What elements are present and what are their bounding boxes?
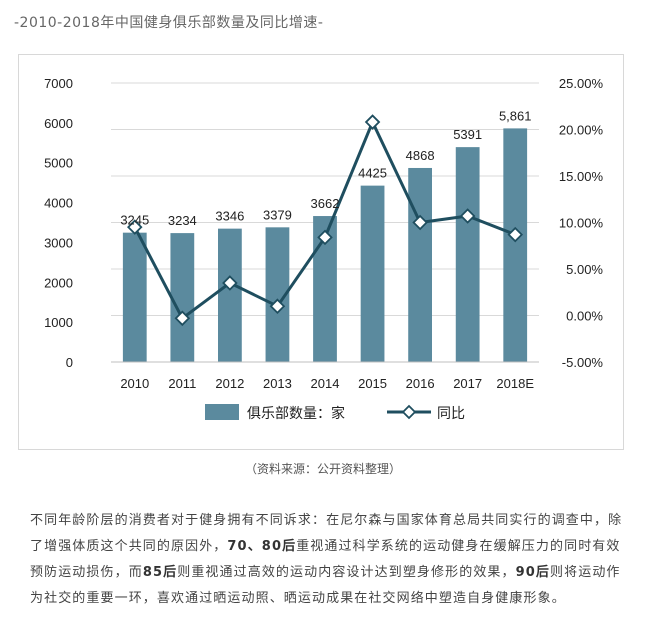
paragraph-bold-1: 70、80后 <box>227 539 297 554</box>
bar-data-label: 3662 <box>311 196 340 211</box>
bar <box>265 227 290 362</box>
y-right-tick-label: 5.00% <box>566 262 603 277</box>
paragraph-text-2: 重视通过科学系统的运动健身在缓解压力的同时有效预防运动损伤，而 <box>30 539 621 580</box>
growth-point <box>127 219 143 235</box>
x-tick-label: 2014 <box>311 376 340 391</box>
bar <box>313 216 337 362</box>
source-caption: （资料来源：公开资料整理） <box>244 462 401 476</box>
bar <box>170 233 195 362</box>
growth-point <box>317 229 333 246</box>
bar-data-label: 4425 <box>358 166 387 181</box>
y-right-tick-label: 15.00% <box>559 169 604 184</box>
y-left-tick-label: 6000 <box>44 116 73 131</box>
y-left-tick-label: 0 <box>66 355 73 370</box>
legend-line-marker <box>401 404 417 420</box>
growth-point <box>459 208 476 224</box>
y-left-tick-label: 4000 <box>44 196 73 211</box>
y-left-tick-label: 5000 <box>44 156 73 171</box>
paragraph-text-4: 则将运动作为社交的重要一环，喜欢通过晒运动照、晒运动成果在社交网络中塑造自身健康… <box>30 565 621 606</box>
growth-point <box>269 298 286 314</box>
paragraph-text-3: 则重视通过高效的运动内容设计达到塑身修形的效果， <box>177 565 516 580</box>
x-tick-label: 2012 <box>215 376 244 391</box>
legend-line-label: 同比 <box>437 406 465 422</box>
page-heading: -2010-2018年中国健身俱乐部数量及同比增速- <box>14 15 324 31</box>
x-tick-label: 2013 <box>263 376 292 391</box>
y-left-tick-label: 1000 <box>44 315 73 330</box>
bar <box>503 128 528 362</box>
legend-bar-swatch <box>205 404 239 420</box>
chart-frame: 0 1000 2000 3000 4000 5000 6000 7000 -5.00% 0.00%… <box>18 54 624 450</box>
bar <box>122 232 147 362</box>
growth-point <box>364 114 381 130</box>
chart-svg: 0 1000 2000 3000 4000 5000 6000 7000 -5.00% 0.00%… <box>44 76 604 422</box>
bar-data-label: 4868 <box>406 148 435 163</box>
paragraph-text-1: 不同年龄阶层的消费者对于健身拥有不同诉求：在尼尔森与国家体育总局共同实行的调查中… <box>30 513 623 554</box>
legend-bar-label: 俱乐部数量：家 <box>247 405 345 422</box>
bar <box>218 228 242 362</box>
y-left-tick-label: 7000 <box>44 76 73 91</box>
paragraph-bold-3: 90后 <box>515 565 551 580</box>
bar-data-label: 3234 <box>168 213 197 228</box>
growth-point <box>412 214 428 231</box>
bar-data-label: 5391 <box>453 127 482 142</box>
bar-data-label: 3245 <box>120 213 149 228</box>
y-left-tick-label: 2000 <box>44 275 73 290</box>
y-right-tick-label: 10.00% <box>559 216 604 231</box>
y-right-tick-label: -5.00% <box>562 355 604 370</box>
y-left-tick-label: 3000 <box>44 235 73 250</box>
x-tick-label: 2015 <box>358 376 387 391</box>
bar-data-label: 5,861 <box>499 108 532 123</box>
x-tick-label: 2011 <box>168 376 196 391</box>
growth-point <box>174 310 191 327</box>
bar-data-label: 3346 <box>215 209 244 224</box>
bar <box>360 185 385 362</box>
growth-point <box>507 226 523 243</box>
x-tick-label: 2010 <box>120 376 149 391</box>
y-right-tick-label: 0.00% <box>566 309 603 324</box>
paragraph-bold-2: 85后 <box>142 565 178 580</box>
y-right-tick-label: 25.00% <box>559 76 604 91</box>
x-tick-label: 2016 <box>406 376 435 391</box>
growth-point <box>222 275 238 291</box>
bar <box>455 147 480 362</box>
bar-data-label: 3379 <box>263 207 292 222</box>
y-right-tick-label: 20.00% <box>559 123 604 138</box>
bar <box>408 167 432 362</box>
x-tick-label: 2017 <box>453 376 482 391</box>
x-tick-label: 2018E <box>496 376 534 391</box>
body-paragraph: 不同年龄阶层的消费者对于健身拥有不同诉求：在尼尔森与国家体育总局共同实行的调查中… <box>30 508 630 612</box>
